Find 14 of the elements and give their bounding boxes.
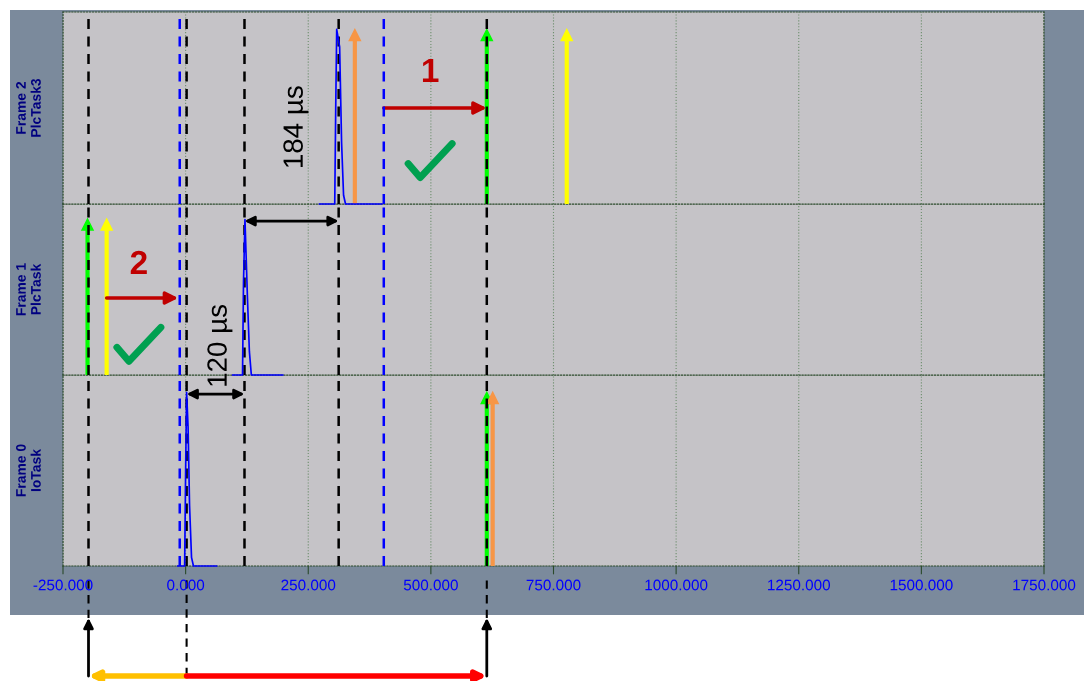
y-axis-title: Frame 1 PlcTask bbox=[16, 263, 41, 316]
annotation: 120 µs bbox=[207, 304, 233, 386]
y-axis-title: Frame 2 PlcTask3 bbox=[16, 78, 41, 137]
annotation: 1 bbox=[422, 58, 439, 82]
annotation: 2 bbox=[130, 250, 147, 275]
x-tick-label: 750.000 bbox=[526, 579, 581, 591]
y-axis-title: Frame 0 IoTask bbox=[16, 444, 41, 497]
x-tick-label: 1750.000 bbox=[1013, 579, 1076, 591]
x-tick-label: 1250.000 bbox=[768, 579, 831, 591]
x-tick-label: 1500.000 bbox=[890, 579, 953, 591]
x-tick-label: 1000.000 bbox=[645, 579, 708, 591]
annotation: 184 µs bbox=[283, 86, 309, 168]
x-tick-label: 250.000 bbox=[281, 579, 336, 591]
x-tick-label: 500.000 bbox=[403, 579, 458, 591]
